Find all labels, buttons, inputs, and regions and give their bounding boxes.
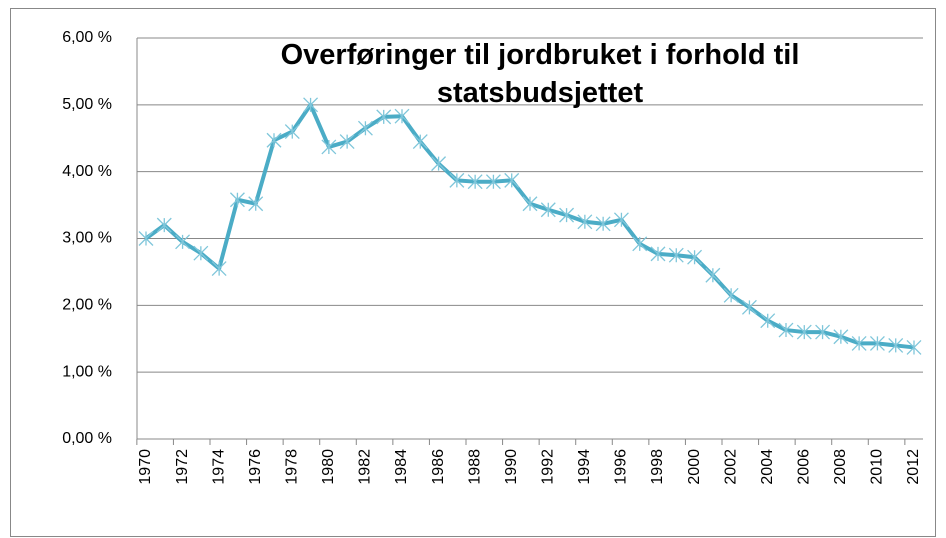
x-tick-label: 2000: [686, 449, 703, 485]
x-tick-label: 1988: [466, 449, 483, 485]
x-tick-label: 1978: [284, 449, 301, 485]
data-marker: [522, 196, 538, 212]
x-tick-label: 1976: [247, 449, 264, 485]
data-marker: [412, 134, 428, 150]
data-marker: [595, 216, 611, 232]
data-marker: [869, 335, 885, 351]
data-marker: [431, 156, 447, 172]
y-tick-label: 3,00 %: [62, 230, 112, 247]
data-marker: [504, 172, 520, 188]
x-tick-label: 2010: [869, 449, 886, 485]
data-marker: [266, 132, 282, 148]
data-marker: [156, 217, 172, 233]
y-tick-label: 5,00 %: [62, 96, 112, 113]
data-marker: [815, 324, 831, 340]
data-marker: [760, 313, 776, 329]
x-tick-label: 1996: [613, 449, 630, 485]
x-tick-label: 2004: [759, 449, 776, 485]
x-tick-label: 2006: [796, 449, 813, 485]
data-marker: [229, 192, 245, 208]
x-tick-label: 1974: [210, 449, 227, 485]
x-tick-label: 1980: [320, 449, 337, 485]
y-tick-label: 1,00 %: [62, 363, 112, 380]
data-marker: [303, 97, 319, 113]
x-tick-label: 1992: [540, 449, 557, 485]
data-marker: [321, 139, 337, 155]
x-tick-label: 1982: [357, 449, 374, 485]
data-marker: [687, 249, 703, 265]
x-tick-label: 1984: [393, 449, 410, 485]
data-marker: [577, 214, 593, 230]
data-marker: [778, 322, 794, 338]
data-marker: [467, 174, 483, 190]
data-marker: [906, 339, 922, 355]
data-marker: [632, 236, 648, 252]
y-tick-label: 4,00 %: [62, 163, 112, 180]
data-marker: [559, 207, 575, 223]
data-marker: [650, 246, 666, 262]
x-tick-label: 1998: [649, 449, 666, 485]
data-marker: [705, 267, 721, 283]
data-marker: [723, 287, 739, 303]
data-marker: [138, 231, 154, 246]
data-marker: [175, 234, 191, 250]
data-marker: [485, 174, 501, 190]
data-marker: [888, 337, 904, 353]
x-tick-label: 1970: [137, 449, 154, 485]
data-marker: [394, 108, 410, 124]
data-marker: [449, 172, 465, 188]
x-tick-label: 1972: [174, 449, 191, 485]
y-tick-label: 6,00 %: [62, 29, 112, 46]
data-marker: [668, 247, 684, 263]
y-tick-label: 0,00 %: [62, 430, 112, 447]
data-marker: [796, 324, 812, 340]
data-marker: [741, 299, 757, 315]
data-marker: [833, 329, 849, 345]
chart-title: Overføringer til jordbruket i forhold ti…: [280, 39, 800, 109]
x-tick-label: 1994: [576, 449, 593, 485]
data-marker: [339, 134, 355, 150]
x-tick-label: 2002: [722, 449, 739, 485]
data-marker: [248, 196, 264, 212]
data-marker: [540, 202, 556, 218]
x-tick-label: 1986: [430, 449, 447, 485]
data-marker: [211, 261, 227, 277]
data-marker: [357, 120, 373, 136]
data-marker: [193, 245, 209, 261]
chart-frame: [10, 8, 936, 537]
data-marker: [613, 212, 629, 228]
data-line: [144, 102, 915, 350]
data-marker: [851, 335, 867, 351]
data-marker: [284, 124, 300, 140]
x-tick-label: 2008: [832, 449, 849, 485]
data-marker: [376, 109, 392, 125]
x-tick-label: 2012: [905, 449, 922, 485]
x-tick-label: 1990: [503, 449, 520, 485]
y-tick-label: 2,00 %: [62, 297, 112, 314]
